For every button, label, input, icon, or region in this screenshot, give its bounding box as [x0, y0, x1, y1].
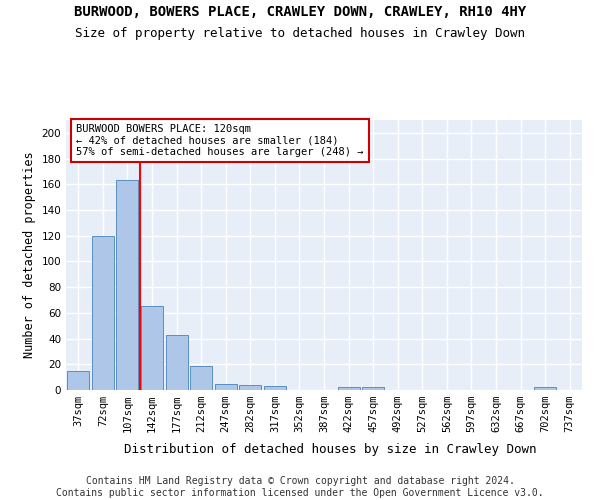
- Bar: [67, 370, 89, 390]
- Bar: [116, 180, 139, 390]
- Bar: [141, 306, 163, 390]
- Text: Distribution of detached houses by size in Crawley Down: Distribution of detached houses by size …: [124, 442, 536, 456]
- Bar: [362, 388, 384, 390]
- Bar: [190, 366, 212, 390]
- Text: Size of property relative to detached houses in Crawley Down: Size of property relative to detached ho…: [75, 28, 525, 40]
- Text: BURWOOD BOWERS PLACE: 120sqm
← 42% of detached houses are smaller (184)
57% of s: BURWOOD BOWERS PLACE: 120sqm ← 42% of de…: [76, 124, 364, 157]
- Bar: [264, 386, 286, 390]
- Bar: [338, 388, 359, 390]
- Bar: [92, 236, 114, 390]
- Bar: [534, 388, 556, 390]
- Bar: [166, 334, 188, 390]
- Y-axis label: Number of detached properties: Number of detached properties: [23, 152, 36, 358]
- Text: Contains HM Land Registry data © Crown copyright and database right 2024.
Contai: Contains HM Land Registry data © Crown c…: [56, 476, 544, 498]
- Bar: [215, 384, 237, 390]
- Text: BURWOOD, BOWERS PLACE, CRAWLEY DOWN, CRAWLEY, RH10 4HY: BURWOOD, BOWERS PLACE, CRAWLEY DOWN, CRA…: [74, 5, 526, 19]
- Bar: [239, 385, 262, 390]
